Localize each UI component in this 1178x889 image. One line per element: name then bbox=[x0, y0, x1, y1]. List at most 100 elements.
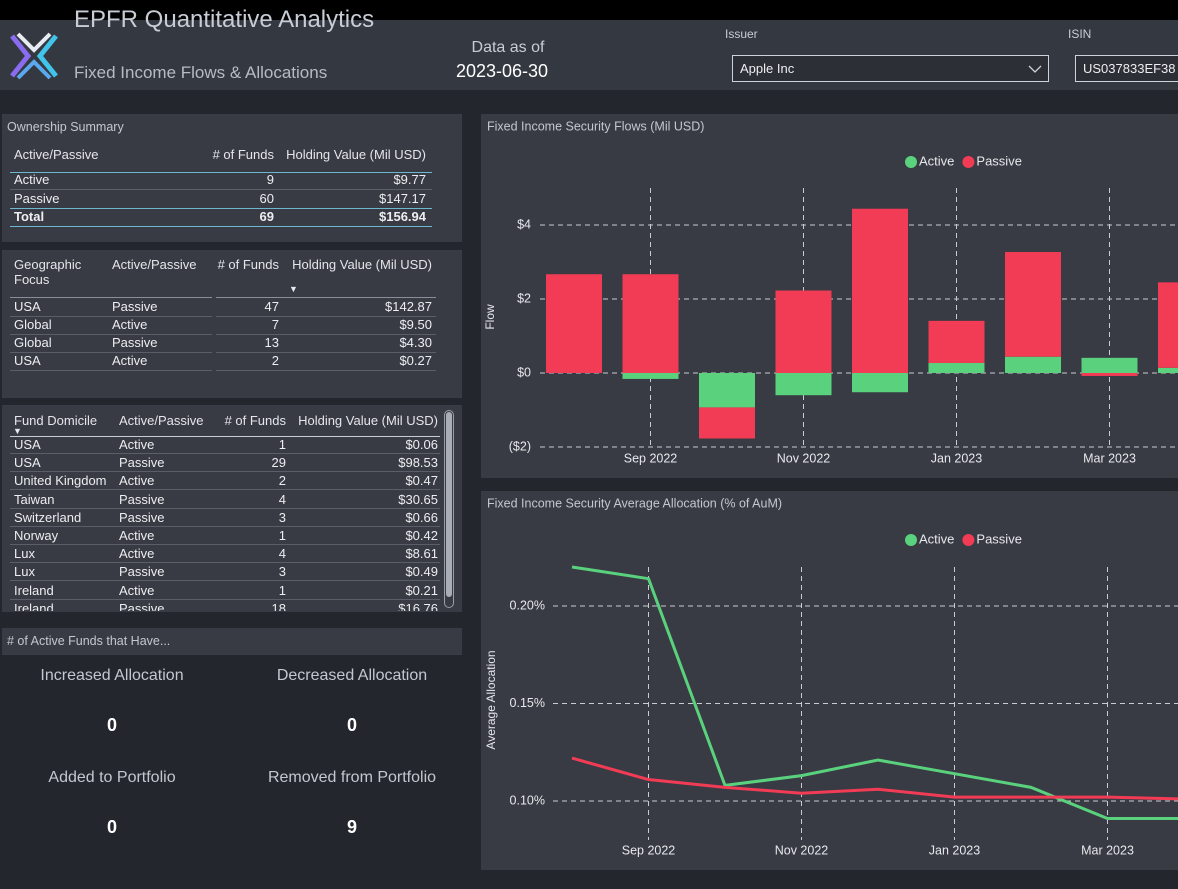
table-cell: $0.66 bbox=[405, 509, 438, 525]
row-divider bbox=[10, 352, 212, 353]
row-divider bbox=[10, 598, 440, 600]
bar bbox=[622, 373, 679, 379]
row-divider bbox=[10, 436, 440, 437]
table-cell: Active bbox=[119, 546, 155, 562]
table-cell: Taiwan bbox=[14, 491, 55, 507]
total-cell: 69 bbox=[259, 209, 274, 224]
isin-field[interactable]: US037833EF38 bbox=[1075, 55, 1178, 82]
issuer-dropdown[interactable]: Apple Inc bbox=[732, 55, 1049, 82]
kpi-value: 0 bbox=[106, 817, 117, 837]
table-cell: USA bbox=[14, 437, 41, 452]
chevron[interactable] bbox=[1028, 64, 1042, 74]
table-cell: $142.87 bbox=[385, 299, 432, 314]
geographic-panel: ▼ Geographic Focus Active/Passive # of Fun… bbox=[2, 250, 462, 398]
column-header: # of Funds bbox=[212, 147, 274, 162]
table-cell: Norway bbox=[14, 528, 59, 543]
column-header: Fund Domicile bbox=[14, 413, 98, 428]
isin-label: ISIN bbox=[1068, 27, 1092, 41]
kpi-value: 0 bbox=[106, 715, 117, 735]
y-tick-label: 0.15% bbox=[510, 696, 545, 710]
table-cell: $0.49 bbox=[405, 564, 438, 580]
table-cell: $0.42 bbox=[405, 528, 438, 543]
bar bbox=[928, 363, 985, 373]
table-cell: $0.27 bbox=[399, 353, 432, 368]
table-cell: $0.21 bbox=[405, 582, 438, 598]
table-cell: Passive bbox=[119, 455, 165, 471]
table-cell: Lux bbox=[14, 564, 35, 580]
x-tick-label: Mar 2023 bbox=[1083, 451, 1136, 465]
row-divider bbox=[10, 453, 440, 454]
sort-arrow[interactable]: ▼ bbox=[289, 284, 298, 294]
bar bbox=[622, 274, 679, 373]
scrollbar[interactable] bbox=[444, 410, 454, 608]
table-cell: 7 bbox=[271, 317, 279, 332]
table-cell: 13 bbox=[264, 335, 279, 350]
row-divider bbox=[216, 316, 436, 317]
column-header: Active/Passive bbox=[14, 147, 99, 162]
app-title: EPFR Quantitative Analytics bbox=[74, 6, 375, 33]
table-cell: $4.30 bbox=[399, 335, 432, 350]
logo bbox=[10, 32, 58, 80]
bar bbox=[852, 373, 908, 393]
row-divider bbox=[216, 297, 436, 298]
active-funds-bar: # of Active Funds that Have... bbox=[2, 628, 462, 655]
bar bbox=[1158, 282, 1178, 368]
row-divider bbox=[10, 525, 440, 527]
column-header: Geographic Focus bbox=[14, 257, 82, 287]
bar bbox=[699, 373, 755, 408]
table-cell: 18 bbox=[271, 600, 286, 611]
table-body: USA Active 1 $0.06 USA Passive 29 $98.53 United … bbox=[2, 437, 442, 611]
kpi-label: Decreased Allocation bbox=[276, 667, 428, 684]
y-tick-label: 0.20% bbox=[510, 598, 545, 612]
table-cell: Active bbox=[119, 582, 155, 598]
x-tick-label: Jan 2023 bbox=[929, 843, 980, 857]
row-divider bbox=[10, 297, 212, 298]
kpi-label: Removed from Portfolio bbox=[267, 769, 437, 786]
allocation-panel bbox=[481, 491, 1178, 870]
legend-label: Passive bbox=[976, 153, 1022, 168]
table-cell: $30.65 bbox=[398, 491, 438, 507]
y-axis-label: Flow bbox=[483, 304, 497, 330]
table-cell: 4 bbox=[278, 491, 286, 507]
table-cell: 47 bbox=[264, 299, 279, 314]
x-tick-label: Jan 2023 bbox=[931, 451, 982, 465]
isin-value[interactable]: US037833EF38 bbox=[1083, 61, 1176, 76]
table-cell: $0.47 bbox=[405, 473, 438, 489]
bar bbox=[775, 373, 832, 396]
row-divider bbox=[10, 489, 440, 491]
x-tick-label: Nov 2022 bbox=[775, 843, 829, 857]
row-divider bbox=[10, 471, 440, 473]
legend-label: Passive bbox=[976, 531, 1022, 546]
panel-title: Ownership Summary bbox=[7, 120, 124, 134]
ownership-panel: Ownership Summary Active/Passive # of Fun… bbox=[2, 114, 462, 242]
domicile-panel: ▼ USA Active 1 $0.06 USA Passive 29 $98.53 Unite… bbox=[2, 405, 462, 612]
table-cell: USA bbox=[14, 353, 41, 368]
row-divider bbox=[10, 189, 432, 190]
issuer-value[interactable]: Apple Inc bbox=[740, 61, 795, 76]
legend-label: Active bbox=[919, 531, 954, 546]
table-cell: $0.06 bbox=[405, 437, 438, 452]
legend-marker bbox=[905, 534, 917, 546]
row-divider bbox=[10, 172, 432, 173]
scroll-thumb[interactable] bbox=[446, 412, 452, 597]
bar bbox=[852, 208, 908, 373]
kpi-value: 9 bbox=[346, 817, 357, 837]
bar bbox=[1081, 357, 1138, 373]
y-tick-label: $4 bbox=[517, 217, 531, 231]
kpi-label: Increased Allocation bbox=[40, 667, 184, 684]
bar bbox=[775, 290, 832, 373]
table-cell: Active bbox=[119, 473, 155, 489]
row-divider bbox=[10, 507, 440, 509]
row-divider bbox=[10, 544, 440, 545]
bar bbox=[1005, 356, 1061, 373]
bar bbox=[546, 274, 602, 373]
column-header: Holding Value (Mil USD) bbox=[292, 257, 432, 272]
column-header: Active/Passive bbox=[112, 257, 197, 272]
table-cell: 29 bbox=[271, 455, 286, 471]
table-cell: 1 bbox=[278, 437, 286, 452]
date-label: Data as of bbox=[471, 39, 545, 56]
table-cell: Active bbox=[112, 353, 148, 368]
sort-arrow[interactable]: ▼ bbox=[13, 426, 22, 436]
column-header: Holding Value (Mil USD) bbox=[298, 413, 438, 428]
